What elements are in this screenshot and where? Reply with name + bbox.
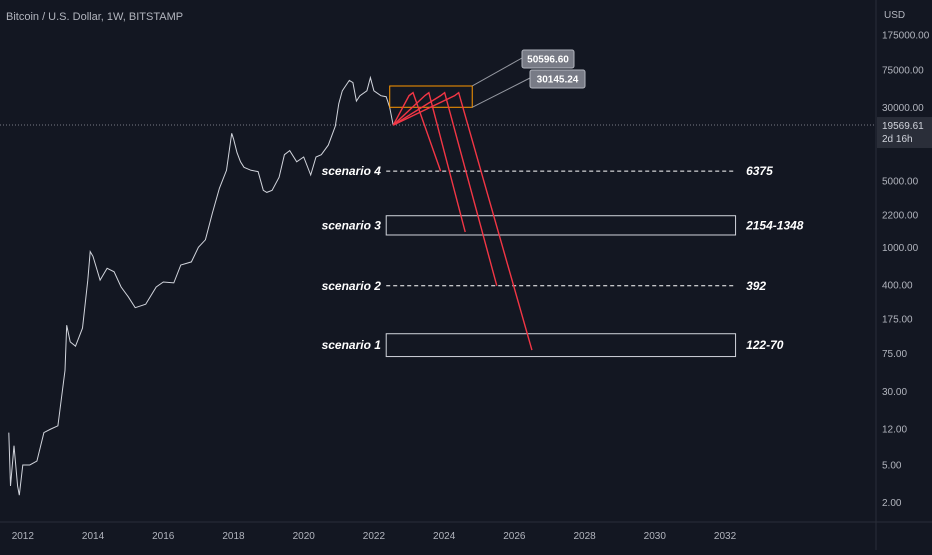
current-price-value: 19569.61 (882, 121, 924, 132)
x-tick-label: 2018 (222, 531, 245, 542)
x-tick-label: 2016 (152, 531, 175, 542)
y-tick-label: 175.00 (882, 314, 913, 325)
y-tick-label: 5.00 (882, 461, 902, 472)
x-tick-label: 2024 (433, 531, 456, 542)
x-tick-label: 2020 (293, 531, 316, 542)
x-tick-label: 2014 (82, 531, 105, 542)
price-callout-high-text: 50596.60 (527, 55, 569, 66)
scenario-label: scenario 1 (322, 338, 382, 352)
current-price-countdown: 2d 16h (882, 134, 913, 145)
scenario-value-label: 2154-1348 (745, 218, 804, 232)
current-price-tag (877, 117, 932, 149)
scenario-label: scenario 4 (322, 164, 382, 178)
x-tick-label: 2026 (503, 531, 526, 542)
scenario-range-box (385, 215, 737, 236)
price-callout-low-leader (472, 77, 531, 108)
y-tick-label: 75000.00 (882, 65, 924, 76)
x-tick-label: 2012 (12, 531, 35, 542)
price-callout-low-text: 30145.24 (537, 75, 579, 86)
y-tick-label: 30.00 (882, 387, 907, 398)
scenario-label: scenario 3 (322, 218, 382, 232)
price-callout-low-box (529, 69, 586, 89)
y-tick-label: 1000.00 (882, 243, 919, 254)
scenario-path (392, 91, 533, 351)
x-tick-label: 2032 (714, 531, 737, 542)
scenario-value-label: 6375 (746, 164, 773, 178)
y-tick-label: 175000.00 (882, 30, 930, 41)
x-tick-label: 2022 (363, 531, 386, 542)
y-tick-label: 2.00 (882, 498, 902, 509)
y-tick-label: 2200.00 (882, 210, 919, 221)
scenario-path (392, 91, 442, 172)
scenario-path (392, 91, 466, 233)
y-tick-label: 12.00 (882, 425, 907, 436)
scenario-range-box (385, 333, 737, 358)
scenario-value-label: 122-70 (746, 338, 784, 352)
chart-title: Bitcoin / U.S. Dollar, 1W, BITSTAMP (6, 11, 183, 23)
y-axis-unit: USD (884, 10, 905, 21)
x-tick-label: 2028 (573, 531, 596, 542)
y-tick-label: 75.00 (882, 349, 907, 360)
y-tick-label: 400.00 (882, 280, 913, 291)
scenario-label: scenario 2 (322, 279, 382, 293)
price-line (8, 75, 394, 496)
y-tick-label: 5000.00 (882, 177, 919, 188)
scenario-value-label: 392 (746, 279, 766, 293)
x-tick-label: 2030 (644, 531, 667, 542)
y-tick-label: 30000.00 (882, 103, 924, 114)
price-callout-high-box (521, 49, 575, 69)
price-callout-high-leader (471, 57, 523, 87)
scenario-path (392, 91, 498, 286)
